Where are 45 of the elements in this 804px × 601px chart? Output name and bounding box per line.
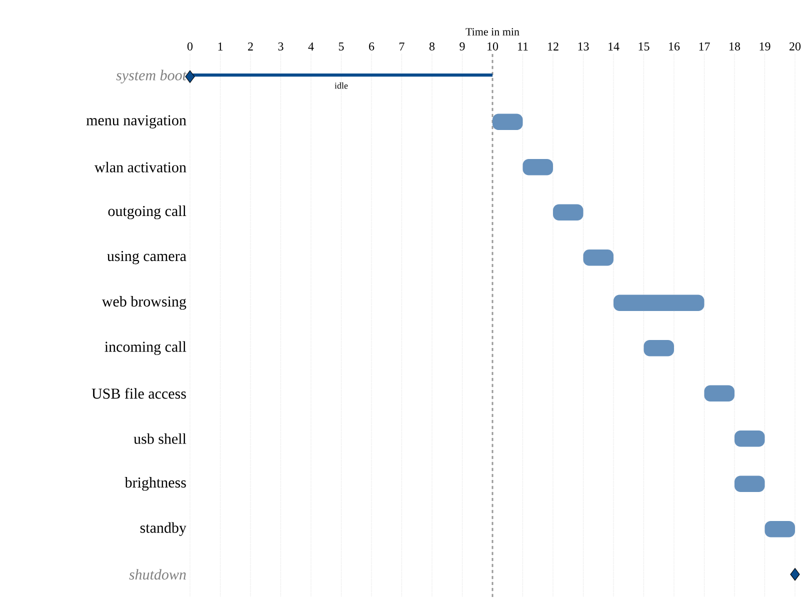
y-tick-label: USB file access [92,388,186,399]
y-tick-label: shutdown [129,569,186,580]
x-tick-label: 10 [488,42,498,50]
bar [764,520,795,538]
bar [583,249,614,266]
x-tick-label: 4 [308,42,314,50]
x-tick-label: 12 [548,42,558,50]
y-tick-label: system boot [116,70,187,84]
x-tick-label: 5 [338,42,344,50]
bar [492,114,523,130]
y-tick-label: wlan activation [94,162,186,172]
bar [704,385,734,402]
y-tick-label: incoming call [104,341,186,355]
x-tick-label: 20 [790,42,801,50]
x-tick-label: 7 [400,42,404,50]
x-tick-label: 9 [460,42,465,50]
y-tick-label: using camera [107,251,186,264]
x-tick-label: 16 [669,42,680,50]
x-tick-label: 19 [760,42,770,50]
y-tick-label: brightness [124,477,186,491]
x-tick-label: 8 [429,42,435,50]
x-tick-label: 6 [369,42,374,50]
x-tick-label: 15 [638,42,650,50]
bar [553,204,584,221]
x-axis-title: Time in min [466,28,520,36]
bar [734,430,765,447]
x-tick-label: 2 [248,42,253,50]
bar [644,340,674,356]
bar [614,294,704,312]
y-tick-label: usb shell [134,433,186,444]
x-tick-label: 3 [278,42,284,50]
bar [734,476,765,492]
bar [522,158,553,176]
annotation: idle [334,82,348,89]
x-tick-label: 1 [218,42,223,50]
x-tick-label: 18 [730,42,740,50]
y-tick-label: standby [140,522,186,536]
x-tick-label: 11 [518,42,528,50]
x-tick-label: 0 [187,42,193,50]
y-tick-label: outgoing call [108,206,186,220]
x-tick-label: 17 [699,42,710,50]
x-tick-label: 14 [608,42,620,50]
y-tick-label: menu navigation [86,115,186,128]
y-tick-label: web browsing [102,296,186,310]
x-tick-label: 13 [578,42,589,50]
